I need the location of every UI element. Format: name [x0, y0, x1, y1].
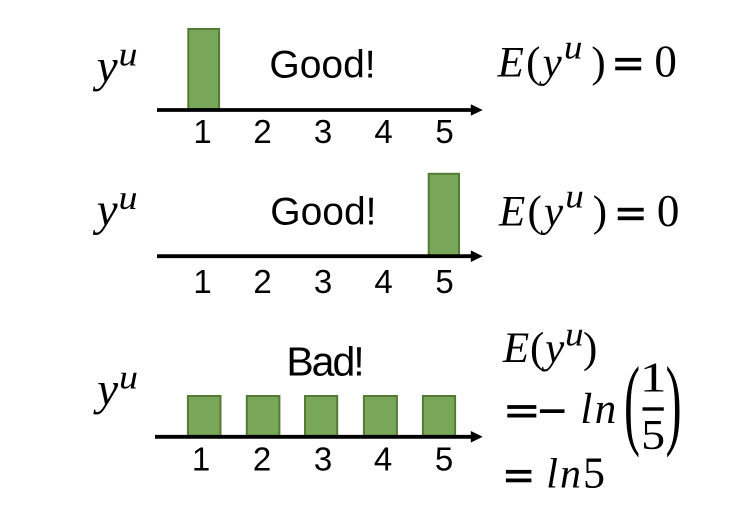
- svg-text:0: 0: [654, 36, 677, 86]
- svg-text:2: 2: [253, 263, 271, 300]
- svg-text:5: 5: [435, 263, 453, 300]
- svg-text:0: 0: [657, 186, 680, 236]
- svg-text:yu: yu: [93, 180, 138, 236]
- svg-text:Bad!: Bad!: [286, 339, 362, 385]
- svg-text:(: (: [624, 347, 640, 459]
- svg-text:ln: ln: [580, 386, 618, 433]
- svg-text:5: 5: [435, 113, 453, 150]
- svg-text:3: 3: [314, 113, 332, 150]
- svg-text:E(yu): E(yu): [502, 317, 598, 373]
- svg-text:2: 2: [253, 441, 271, 478]
- svg-text:1: 1: [192, 441, 210, 478]
- svg-text:): ): [666, 347, 682, 459]
- svg-text:5: 5: [641, 412, 665, 459]
- svg-text:1: 1: [193, 263, 211, 300]
- svg-text:1: 1: [640, 355, 667, 402]
- svg-text:3: 3: [314, 441, 332, 478]
- svg-text:2: 2: [253, 113, 271, 150]
- svg-text:Good!: Good!: [270, 191, 376, 234]
- svg-text:5: 5: [435, 441, 453, 478]
- svg-text:3: 3: [314, 263, 332, 300]
- svg-text:4: 4: [374, 441, 392, 478]
- svg-text:ln5: ln5: [546, 449, 607, 498]
- svg-text:4: 4: [374, 263, 392, 300]
- svg-text:Good!: Good!: [269, 44, 375, 87]
- svg-text:4: 4: [374, 113, 392, 150]
- svg-text:1: 1: [193, 113, 211, 150]
